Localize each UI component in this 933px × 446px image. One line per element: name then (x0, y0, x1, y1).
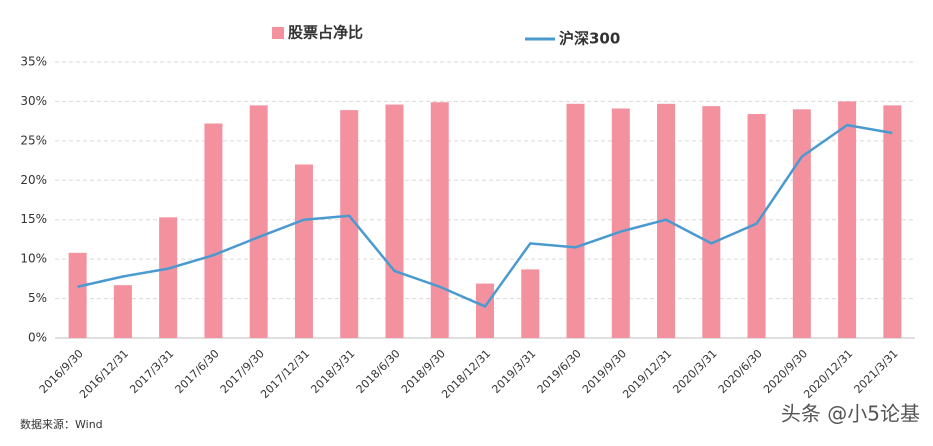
x-tick-label: 2019/12/31 (620, 347, 674, 401)
x-tick-label: 2020/6/30 (716, 347, 765, 396)
bar (430, 102, 449, 339)
x-tick-label: 2018/6/30 (354, 347, 403, 396)
x-tick-label: 2021/3/31 (852, 347, 901, 396)
x-tick-label: 2019/3/31 (489, 347, 538, 396)
bar (385, 104, 404, 338)
bar (566, 103, 585, 339)
x-tick-label: 2019/6/30 (535, 347, 584, 396)
bar (611, 108, 630, 338)
y-tick-label: 10% (20, 252, 47, 266)
bar (340, 110, 359, 338)
x-tick-label: 2017/6/30 (173, 347, 222, 396)
x-tick-label: 2017/12/31 (258, 347, 312, 401)
y-tick-label: 0% (28, 331, 47, 345)
x-tick-label: 2016/9/30 (37, 347, 86, 396)
y-tick-label: 20% (20, 173, 47, 187)
bar (702, 106, 721, 338)
y-tick-label: 5% (28, 291, 47, 305)
y-tick-label: 35% (20, 55, 47, 69)
watermark: 头条 @小5论基 (781, 402, 920, 426)
x-tick-label: 2018/12/31 (439, 347, 493, 401)
y-tick-label: 25% (20, 133, 47, 147)
x-tick-label: 2017/3/31 (127, 347, 176, 396)
legend-label: 沪深300 (559, 30, 620, 48)
x-tick-label: 2016/12/31 (77, 347, 131, 401)
legend-swatch (272, 27, 284, 39)
x-tick-label: 2018/3/31 (308, 347, 357, 396)
line (77, 123, 893, 309)
x-tick-label: 2020/9/30 (761, 347, 810, 396)
x-tick-label: 2019/9/30 (580, 347, 629, 396)
bar (747, 114, 766, 338)
bar (249, 105, 268, 338)
bar (159, 217, 178, 338)
x-tick-label: 2020/12/31 (801, 347, 855, 401)
bar (521, 269, 540, 338)
bar (68, 252, 87, 338)
bar (294, 164, 313, 338)
x-tick-label: 2018/9/30 (399, 347, 448, 396)
bar (204, 123, 223, 338)
bar (476, 283, 494, 338)
legend-label: 股票占净比 (288, 24, 363, 42)
bar (838, 101, 857, 338)
bar (792, 109, 811, 338)
bar (113, 285, 132, 338)
bar (883, 105, 902, 338)
x-tick-label: 2020/3/31 (670, 347, 719, 396)
source-note: 数据来源：Wind (20, 417, 103, 431)
x-tick-label: 2017/9/30 (218, 347, 267, 396)
y-tick-label: 15% (20, 212, 47, 226)
y-tick-label: 30% (20, 94, 47, 108)
